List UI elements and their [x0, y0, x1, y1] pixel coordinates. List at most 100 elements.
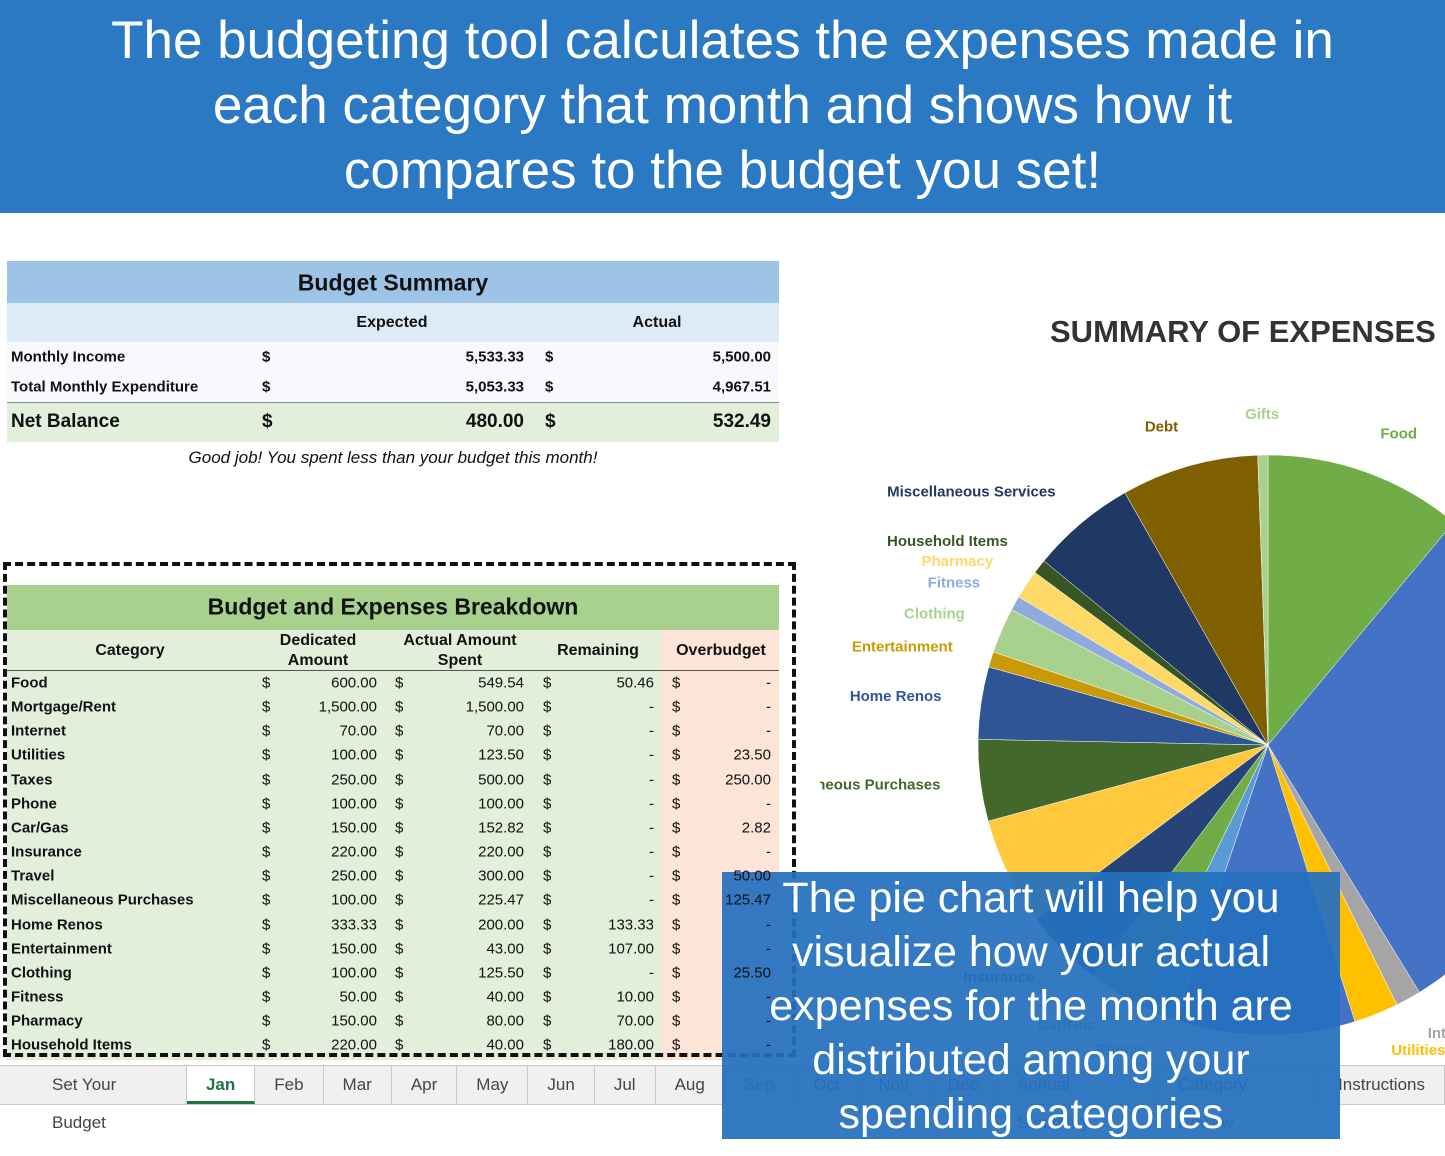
slice-label: Clothing — [904, 606, 965, 623]
currency: $ — [395, 891, 404, 909]
sheet-tab[interactable]: Aug — [656, 1066, 725, 1104]
amount: - — [649, 964, 654, 982]
amount: 220.00 — [331, 843, 377, 861]
chart-title: SUMMARY OF EXPENSES — [1050, 314, 1436, 349]
callout-box: The pie chart will help you visualize how… — [722, 872, 1340, 1139]
currency: $ — [672, 1012, 681, 1030]
amount: - — [766, 940, 771, 958]
currency: $ — [543, 843, 552, 861]
amount: 43.00 — [486, 940, 524, 958]
slice-label: Utilities — [1391, 1042, 1445, 1059]
sheet-tab[interactable]: May — [457, 1066, 529, 1104]
expected-value: 480.00 — [465, 411, 524, 432]
currency: $ — [543, 988, 552, 1006]
amount: 1,500.00 — [318, 698, 377, 716]
currency: $ — [543, 771, 552, 789]
pie-slice — [1257, 454, 1269, 746]
sheet-tab[interactable]: Apr — [392, 1066, 458, 1104]
header-banner — [0, 0, 1445, 213]
currency: $ — [672, 722, 681, 740]
amount: 25.50 — [733, 964, 771, 982]
currency: $ — [672, 843, 681, 861]
category-name: Home Renos — [11, 916, 103, 933]
actual-value: 5,500.00 — [712, 348, 771, 366]
actual-value: 4,967.51 — [712, 378, 771, 396]
row-label: Monthly Income — [11, 348, 126, 366]
category-name: Food — [11, 674, 48, 692]
currency: $ — [543, 916, 552, 933]
currency: $ — [543, 746, 552, 764]
amount: 70.00 — [616, 1012, 654, 1030]
summary-rows — [7, 342, 779, 403]
currency: $ — [262, 867, 271, 885]
currency: $ — [262, 795, 271, 813]
category-name: Clothing — [11, 964, 72, 982]
sheet-tab[interactable]: Jul — [595, 1066, 656, 1104]
pie-slice — [1124, 454, 1269, 746]
amount: 10.00 — [616, 988, 654, 1006]
amount: 100.00 — [331, 746, 377, 764]
amount: 220.00 — [478, 843, 524, 861]
currency: $ — [262, 1036, 271, 1054]
slice-label: Entertainment — [852, 639, 953, 656]
amount: - — [649, 746, 654, 764]
highlight-box — [3, 562, 796, 1057]
currency: $ — [262, 722, 271, 740]
callout-text: distributed among your — [812, 1036, 1250, 1084]
amount: - — [766, 843, 771, 861]
sheet-tab[interactable]: Mar — [324, 1066, 392, 1104]
amount: 600.00 — [331, 674, 377, 692]
amount: 200.00 — [478, 916, 524, 933]
currency: $ — [543, 674, 552, 692]
slice-label: Internet — [1428, 1025, 1445, 1042]
amount: 1,500.00 — [465, 698, 524, 716]
category-name: Pharmacy — [11, 1012, 83, 1030]
amount: 150.00 — [331, 940, 377, 958]
category-name: Fitness — [11, 988, 64, 1006]
pie-slice — [1267, 454, 1445, 746]
sheet-tab[interactable]: Jan — [186, 1066, 256, 1104]
callout-text: The pie chart will help you — [782, 874, 1280, 922]
currency: $ — [395, 722, 404, 740]
currency: $ — [395, 819, 404, 837]
amount: - — [766, 722, 771, 740]
pie-slice — [1267, 532, 1445, 993]
currency: $ — [543, 891, 552, 909]
breakdown-title: Budget and Expenses Breakdown — [207, 593, 579, 620]
header-text: each category that month and shows how i… — [212, 76, 1233, 135]
amount: 23.50 — [733, 746, 771, 764]
column-header: Category — [95, 642, 165, 659]
currency: $ — [395, 1012, 404, 1030]
currency: $ — [395, 1036, 404, 1054]
currency: $ — [543, 940, 552, 958]
amount: - — [766, 698, 771, 716]
amount: - — [766, 988, 771, 1006]
currency: $ — [262, 698, 271, 716]
currency: $ — [543, 1036, 552, 1054]
sheet-tab[interactable]: Set Your Budget — [33, 1066, 187, 1132]
currency: $ — [262, 348, 271, 366]
currency: $ — [262, 940, 271, 958]
sheet-tab[interactable]: Jun — [528, 1066, 595, 1104]
expected-value: 5,053.33 — [465, 378, 524, 396]
callout-text: expenses for the month are — [769, 982, 1293, 1030]
currency: $ — [543, 819, 552, 837]
category-name: Travel — [11, 867, 55, 885]
amount: - — [649, 771, 654, 789]
currency: $ — [672, 1036, 681, 1054]
amount: 50.46 — [616, 674, 654, 692]
amount: 70.00 — [486, 722, 524, 740]
currency: $ — [262, 964, 271, 982]
currency: $ — [262, 1012, 271, 1030]
category-name: Phone — [11, 795, 57, 813]
header-text: The budgeting tool calculates the expens… — [111, 11, 1334, 70]
amount: - — [766, 1012, 771, 1030]
category-name: Utilities — [11, 746, 66, 764]
sheet-tab[interactable]: Feb — [255, 1066, 324, 1104]
amount: 225.47 — [478, 891, 524, 909]
currency: $ — [262, 746, 271, 764]
category-name: Entertainment — [11, 940, 112, 958]
currency: $ — [543, 698, 552, 716]
currency: $ — [543, 964, 552, 982]
